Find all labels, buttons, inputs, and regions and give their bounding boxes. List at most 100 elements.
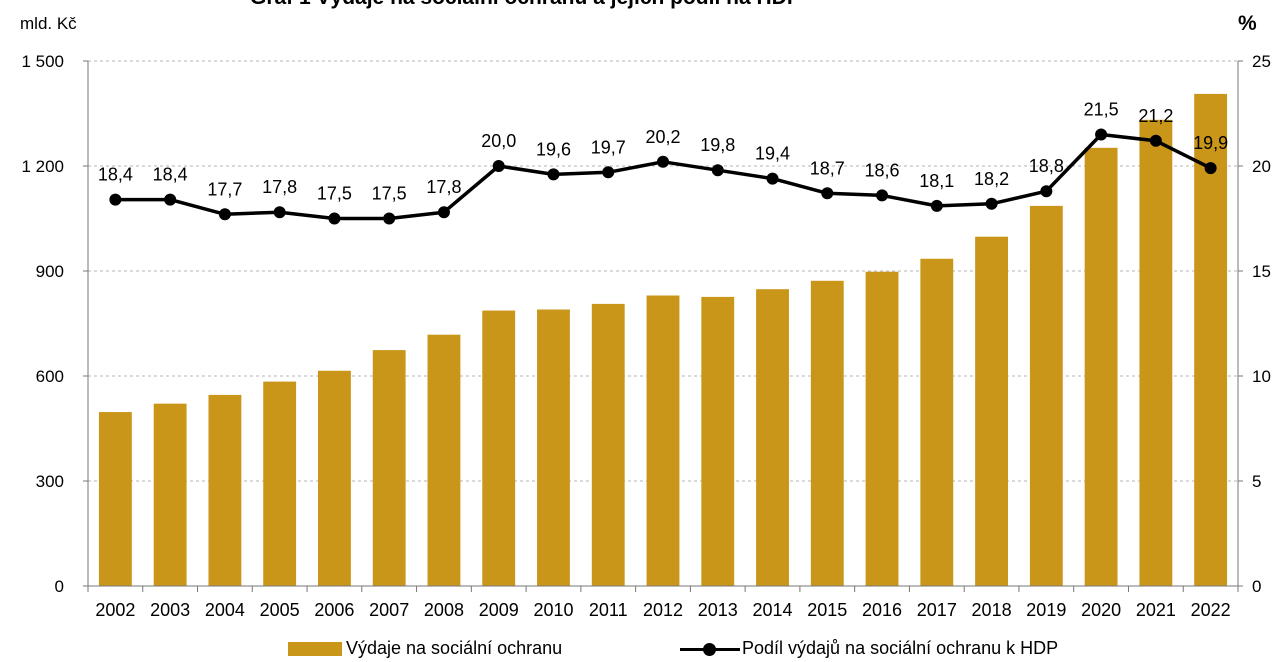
bar — [1084, 147, 1118, 587]
share-point — [1040, 185, 1053, 198]
x-tick-label: 2002 — [95, 600, 135, 620]
bar — [756, 289, 789, 586]
legend-label-line: Podíl výdajů na sociální ochranu k HDP — [742, 638, 1059, 658]
x-tick-label: 2017 — [917, 600, 957, 620]
x-tick-label: 2006 — [314, 600, 354, 620]
x-tick-label: 2012 — [643, 600, 683, 620]
share-point — [547, 168, 560, 181]
share-point — [930, 199, 943, 212]
x-tick-label: 2015 — [807, 600, 847, 620]
bar — [153, 403, 187, 586]
share-data-label: 18,1 — [919, 171, 954, 191]
share-data-label: 19,7 — [591, 137, 626, 157]
share-point — [876, 189, 889, 202]
bar — [1139, 119, 1173, 587]
share-data-label: 18,8 — [1029, 156, 1064, 176]
share-point — [602, 166, 615, 179]
bar — [646, 295, 680, 586]
bar — [975, 236, 1008, 586]
share-data-label: 17,7 — [207, 179, 242, 199]
y-right-tick-label: 20 — [1252, 157, 1271, 176]
bar — [263, 381, 297, 586]
y-left-tick-label: 0 — [55, 577, 64, 596]
x-tick-label: 2019 — [1026, 600, 1066, 620]
bar — [98, 412, 132, 586]
y-right-tick-label: 25 — [1252, 52, 1271, 71]
share-point — [383, 212, 396, 225]
x-tick-label: 2003 — [150, 600, 190, 620]
share-data-label: 18,4 — [98, 165, 133, 185]
legend-label-bars: Výdaje na sociální ochranu — [346, 638, 563, 658]
share-point — [1095, 128, 1108, 141]
share-point — [711, 164, 724, 177]
share-point — [1204, 162, 1217, 175]
bar — [318, 370, 351, 586]
x-tick-label: 2008 — [424, 600, 464, 620]
bar — [427, 334, 461, 586]
x-tick-label: 2004 — [205, 600, 245, 620]
legend-swatch-line — [680, 642, 740, 656]
share-data-label: 20,2 — [645, 127, 680, 147]
share-data-label: 18,6 — [865, 160, 900, 180]
share-point — [1149, 134, 1162, 147]
share-data-label: 18,2 — [974, 169, 1009, 189]
legend: Výdaje na sociální ochranu Podíl výdajů … — [0, 638, 1280, 662]
share-data-label: 21,2 — [1138, 106, 1173, 126]
x-tick-label: 2010 — [533, 600, 573, 620]
share-data-label: 19,6 — [536, 139, 571, 159]
x-tick-label: 2018 — [972, 600, 1012, 620]
share-data-label: 17,5 — [372, 184, 407, 204]
bar — [208, 394, 242, 586]
share-point — [821, 187, 834, 200]
share-point — [218, 208, 231, 221]
share-point — [109, 193, 122, 206]
legend-item-line: Podíl výdajů na sociální ochranu k HDP — [680, 638, 1058, 659]
y-left-tick-label: 1 500 — [21, 52, 64, 71]
x-tick-label: 2020 — [1081, 600, 1121, 620]
share-data-label: 19,9 — [1193, 133, 1228, 153]
x-tick-label: 2021 — [1136, 600, 1176, 620]
share-data-label: 20,0 — [481, 131, 516, 151]
share-data-label: 17,5 — [317, 184, 352, 204]
y-right-tick-label: 10 — [1252, 367, 1271, 386]
x-tick-label: 2013 — [698, 600, 738, 620]
y-left-tick-label: 300 — [36, 472, 64, 491]
bar — [865, 271, 899, 586]
y-right-tick-label: 15 — [1252, 262, 1271, 281]
x-tick-label: 2022 — [1191, 600, 1231, 620]
share-point — [657, 155, 669, 168]
share-data-label: 18,7 — [810, 158, 845, 178]
y-left-tick-label: 1 200 — [21, 157, 64, 176]
share-point — [492, 160, 505, 172]
x-tick-label: 2007 — [369, 600, 409, 620]
right-axis-unit: % — [1238, 12, 1257, 35]
legend-swatch-bars — [288, 641, 342, 656]
share-point — [328, 212, 341, 225]
legend-item-bars: Výdaje na sociální ochranu — [288, 638, 562, 659]
chart-title: Graf 1 Výdaje na sociální ochranu a jeji… — [250, 0, 801, 10]
bar — [482, 310, 516, 586]
x-tick-label: 2016 — [862, 600, 902, 620]
left-axis-unit: mld. Kč — [20, 14, 77, 33]
y-left-tick-label: 600 — [36, 367, 64, 386]
bar — [920, 258, 954, 586]
bar — [372, 350, 406, 586]
share-data-label: 19,4 — [755, 144, 790, 164]
y-right-tick-label: 0 — [1252, 577, 1261, 596]
x-tick-label: 2005 — [260, 600, 300, 620]
x-tick-label: 2009 — [479, 600, 519, 620]
share-point — [985, 197, 998, 210]
share-point — [766, 172, 779, 185]
bar — [701, 296, 735, 586]
share-data-label: 17,8 — [262, 177, 297, 197]
share-point — [273, 206, 286, 219]
bar — [591, 303, 625, 586]
bar — [537, 309, 570, 586]
x-tick-label: 2014 — [753, 600, 793, 620]
share-data-label: 19,8 — [700, 135, 735, 155]
bar — [810, 280, 844, 586]
y-right-tick-label: 5 — [1252, 472, 1261, 491]
share-point — [164, 193, 177, 206]
share-data-label: 18,4 — [153, 165, 188, 185]
